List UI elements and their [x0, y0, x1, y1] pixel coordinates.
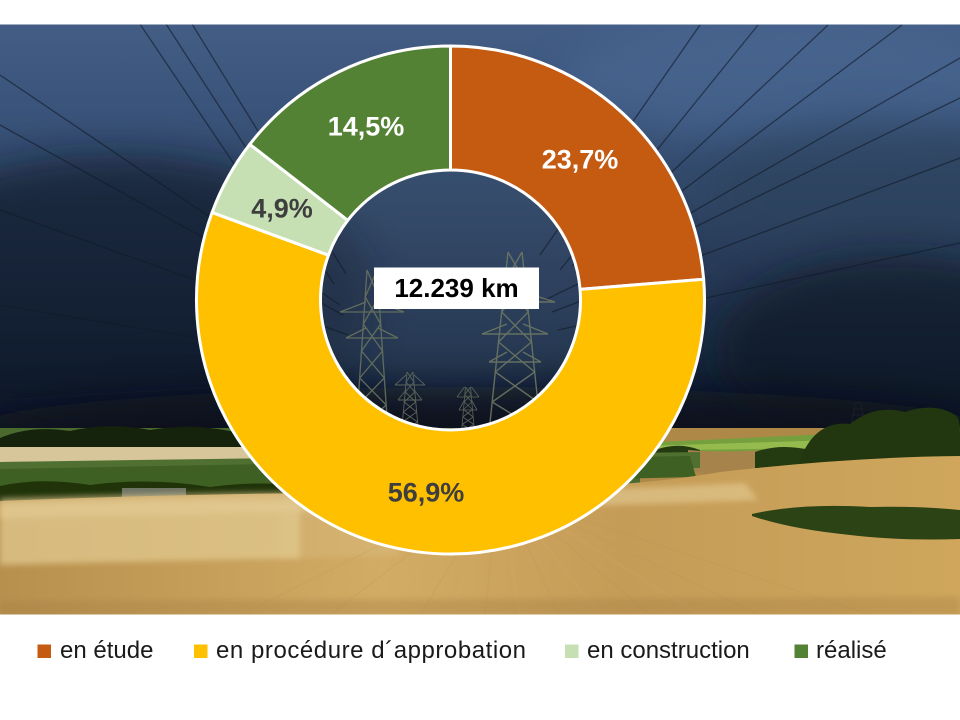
- svg-text:56,9%: 56,9%: [388, 478, 465, 508]
- svg-text:en construction: en construction: [587, 637, 750, 664]
- svg-text:23,7%: 23,7%: [542, 145, 619, 175]
- svg-text:en procédure d´approbation: en procédure d´approbation: [216, 637, 527, 664]
- svg-text:en étude: en étude: [60, 637, 153, 664]
- svg-text:4,9%: 4,9%: [251, 194, 313, 224]
- svg-text:12.239 km: 12.239 km: [394, 273, 518, 303]
- svg-text:14,5%: 14,5%: [328, 112, 405, 142]
- svg-text:réalisé: réalisé: [816, 637, 887, 664]
